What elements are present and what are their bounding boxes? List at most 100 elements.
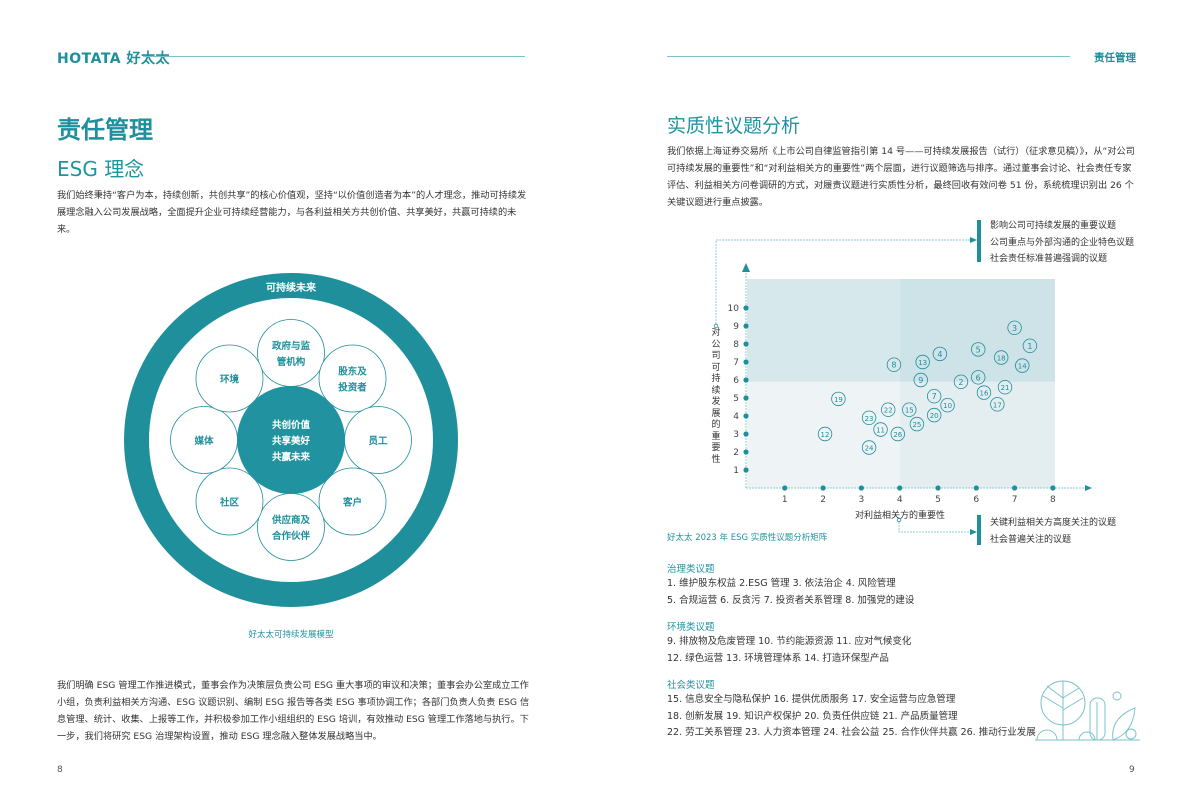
issue-list-governance: 1. 维护股东权益 2.ESG 管理 3. 依法治企 4. 风险管理 5. 合规… (667, 576, 914, 609)
issue-point (913, 372, 928, 388)
issue-line: 18. 创新发展 19. 知识产权保护 20. 负责任供应链 21. 产品质量管… (667, 710, 958, 722)
connector-dot (896, 517, 902, 523)
stakeholder-label: 管机构 (277, 356, 306, 368)
y-axis-label: 对公司可持续发展的重要性 (711, 328, 721, 465)
y-tick-label: 8 (733, 340, 739, 350)
issue-point-label: 1 (1027, 342, 1032, 351)
section-title: 实质性议题分析 (667, 115, 801, 137)
issue-point (926, 407, 942, 423)
issue-point (915, 354, 930, 370)
issue-point (953, 374, 969, 390)
x-tick-mark (820, 485, 826, 491)
body-paragraph: 我们明确 ESG 管理工作推进模式，董事会作为决策层负责公司 ESG 重大事项的… (57, 680, 530, 742)
issue-point (909, 416, 925, 432)
header-divider (143, 56, 525, 57)
outer-ring (124, 273, 458, 607)
x-tick-label: 5 (935, 495, 941, 505)
page-number: 8 (57, 765, 63, 775)
y-tick-mark (743, 467, 749, 473)
connector-dot (713, 323, 719, 329)
category-social: 社会类议题 (667, 680, 715, 691)
issue-point (1022, 338, 1038, 354)
stakeholder-label: 员工 (368, 436, 388, 447)
issue-point-label: 13 (918, 359, 927, 367)
core-value-label: 共赢未来 (272, 451, 311, 463)
issue-point (890, 426, 905, 442)
y-tick-label: 3 (733, 430, 739, 440)
issue-point-label: 15 (905, 407, 914, 415)
y-tick-label: 2 (733, 448, 739, 458)
intro-paragraph: 我们始终秉持“客户为本，持续创新，共创共享”的核心价值观，坚持“以价值创造者为本… (57, 190, 527, 235)
issue-point (932, 346, 948, 362)
stakeholder-node (318, 344, 387, 413)
model-caption: 好太太可持续发展模型 (248, 630, 334, 640)
issue-point-label: 17 (993, 401, 1002, 409)
outer-ring-label: 可持续未来 (266, 281, 317, 294)
x-tick-label: 2 (820, 495, 826, 505)
y-tick-mark (743, 323, 749, 329)
y-tick-mark (743, 377, 749, 383)
x-axis-label: 对利益相关方的重要性 (854, 511, 945, 521)
issue-point-label: 3 (1012, 324, 1017, 333)
issue-line: 22. 劳工关系管理 23. 人力资本管理 24. 社会公益 25. 合作伙伴共… (667, 727, 1036, 739)
stakeholder-label: 投资者 (338, 381, 367, 393)
issue-point-label: 24 (865, 445, 874, 453)
x-tick-mark (1012, 485, 1018, 491)
core-value-label: 共享美好 (272, 435, 311, 447)
issue-point (902, 402, 917, 417)
region-stakeholder (899, 381, 1055, 488)
issue-point-label: 10 (943, 402, 952, 410)
y-tick-mark (743, 341, 749, 347)
issue-point-label: 4 (937, 350, 942, 359)
legend-bar (977, 220, 981, 262)
section-subtitle: ESG 理念 (57, 157, 145, 181)
x-tick-mark (973, 485, 979, 491)
issue-point-label: 11 (876, 427, 885, 435)
category-governance: 治理类议题 (667, 564, 715, 575)
connector-arrow (970, 529, 977, 535)
category-environment: 环境类议题 (667, 622, 715, 633)
x-tick-label: 4 (897, 495, 903, 505)
issue-line: 5. 合规运营 6. 反贪污 7. 投资者关系管理 8. 加强党的建设 (667, 594, 915, 606)
x-tick-mark (935, 485, 941, 491)
stakeholder-node (318, 467, 387, 536)
issue-point (831, 391, 846, 407)
issue-point-label: 22 (884, 407, 893, 415)
y-tick-mark (743, 359, 749, 365)
legend-item: 社会责任标准普遍强调的议题 (990, 254, 1108, 264)
y-axis-arrow (742, 263, 750, 272)
issue-point (881, 402, 896, 417)
page-title: 责任管理 (57, 116, 153, 144)
stakeholder-label: 媒体 (193, 435, 214, 447)
legend-item: 公司重点与外部沟通的企业特色议题 (990, 237, 1135, 248)
connector-arrow (970, 237, 977, 243)
legend-bar (977, 515, 981, 545)
legend-top: 影响公司可持续发展的重要议题 公司重点与外部沟通的企业特色议题 社会责任标准普遍… (990, 218, 1134, 268)
issue-point (817, 426, 833, 442)
issue-point (971, 370, 986, 385)
y-tick-mark (743, 449, 749, 455)
issue-line: 1. 维护股东权益 2.ESG 管理 3. 依法治企 4. 风险管理 (667, 578, 896, 589)
y-tick-mark (743, 305, 749, 311)
issue-point (940, 398, 955, 413)
x-tick-label: 6 (973, 495, 979, 505)
issue-point (886, 357, 902, 372)
issue-point-label: 9 (918, 376, 923, 385)
issue-list-social: 15. 信息安全与隐私保护 16. 提供优质服务 17. 安全运营与应急管理 1… (667, 692, 1036, 742)
y-tick-label: 6 (733, 376, 739, 386)
issue-point (993, 350, 1009, 365)
issue-point (861, 440, 877, 455)
issue-point (1007, 320, 1022, 336)
issue-point (926, 389, 942, 404)
legend-connector-bottom (898, 522, 975, 533)
issue-point-label: 7 (932, 392, 937, 401)
stakeholder-label: 社区 (219, 497, 240, 509)
plant-decoration-icon (1035, 680, 1140, 741)
issue-point (976, 385, 992, 400)
core-value-label: 共创价值 (272, 419, 311, 431)
issue-point (990, 397, 1005, 412)
issue-point-label: 20 (930, 412, 939, 420)
y-tick-label: 9 (733, 322, 739, 332)
stakeholder-label: 合作伙伴 (272, 530, 311, 542)
x-tick-label: 8 (1050, 495, 1056, 505)
